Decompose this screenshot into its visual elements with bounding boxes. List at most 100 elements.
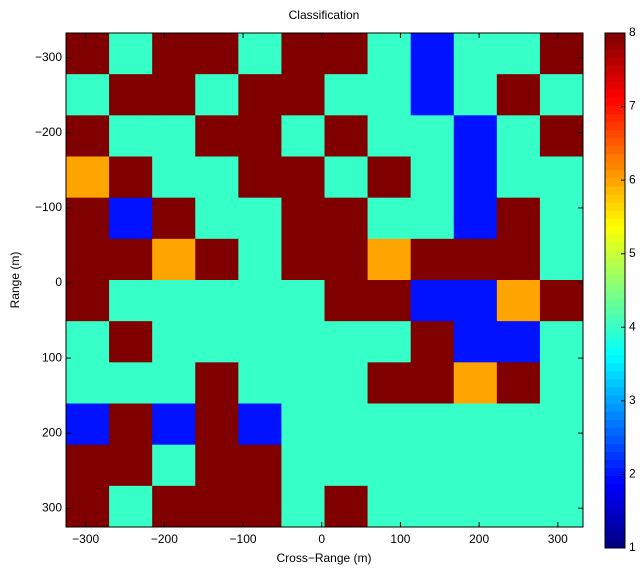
colorbar-segment (605, 475, 625, 485)
colorbar-segment (605, 129, 625, 139)
colorbar-segment (605, 507, 625, 517)
heatmap-cell (238, 33, 282, 75)
heatmap-cell (152, 197, 196, 240)
colorbar-segment (605, 403, 625, 412)
heatmap-cell (324, 362, 369, 404)
heatmap-cell (410, 156, 455, 199)
colorbar-tick-label: 4 (629, 319, 636, 333)
colorbar-segment (605, 266, 625, 275)
x-tick-label: 300 (548, 532, 568, 546)
heatmap-cell (496, 33, 541, 75)
heatmap-cell (281, 197, 325, 240)
colorbar-segment (605, 539, 625, 549)
heatmap-cell (66, 197, 110, 240)
heatmap-cell (410, 444, 455, 487)
heatmap-cell (496, 321, 541, 363)
colorbar-segment (605, 81, 625, 90)
heatmap-cell (152, 280, 196, 322)
colorbar-segment (605, 258, 625, 267)
heatmap-cell (195, 115, 239, 157)
heatmap-cell (496, 238, 541, 281)
heatmap-cell (109, 362, 153, 404)
heatmap-cell (453, 280, 498, 322)
heatmap-cell (324, 156, 369, 199)
heatmap-cell (195, 74, 239, 116)
heatmap-cell (281, 485, 325, 528)
heatmap-cell (324, 74, 369, 116)
colorbar-tick-label: 8 (629, 25, 636, 39)
heatmap-cell (539, 33, 584, 75)
heatmap-cell (152, 485, 196, 528)
heatmap-cell (539, 321, 584, 363)
heatmap-cell (281, 238, 325, 281)
colorbar-segment (605, 523, 625, 533)
heatmap-cell (367, 156, 412, 199)
colorbar-segment (605, 451, 625, 460)
heatmap-cell (410, 74, 455, 116)
heatmap-cell (367, 115, 412, 157)
heatmap-cell (66, 33, 110, 75)
heatmap-cell (324, 33, 369, 75)
colorbar-segment (605, 491, 625, 501)
heatmap-cell (410, 115, 455, 157)
heatmap-cell (324, 485, 369, 528)
colorbar-segment (605, 153, 625, 163)
heatmap-cell (410, 485, 455, 528)
x-tick-label: −100 (230, 532, 257, 546)
heatmap-cell (109, 197, 153, 240)
colorbar-segment (605, 314, 625, 324)
colorbar-segment (605, 411, 625, 420)
heatmap-cell (109, 403, 153, 446)
colorbar-segment (605, 33, 625, 42)
heatmap-cell (539, 115, 584, 157)
heatmap-cell (324, 115, 369, 157)
heatmap-cell (109, 115, 153, 157)
heatmap-cell (66, 238, 110, 281)
colorbar-segment (605, 113, 625, 123)
colorbar-segment (605, 419, 625, 428)
heatmap-cell (152, 238, 196, 281)
heatmap-cell (109, 485, 153, 528)
colorbar-segment (605, 387, 625, 396)
y-tick-label: −300 (35, 50, 62, 64)
heatmap-cell (195, 403, 239, 446)
colorbar-segment (605, 330, 625, 340)
heatmap-cell (496, 444, 541, 487)
heatmap-cell (281, 156, 325, 199)
heatmap-cell (367, 403, 412, 446)
heatmap-cell (281, 321, 325, 363)
colorbar-segment (605, 218, 625, 227)
heatmap-cell (195, 197, 239, 240)
y-tick-label: 200 (42, 425, 62, 439)
colorbar-segment (605, 499, 625, 509)
colorbar-segment (605, 234, 625, 243)
heatmap-cell (238, 321, 282, 363)
colorbar-segment (605, 467, 625, 477)
heatmap-cell (66, 74, 110, 116)
colorbar-segment (605, 145, 625, 155)
x-tick-label: 200 (469, 532, 489, 546)
heatmap-cell (539, 156, 584, 199)
heatmap-cell (281, 280, 325, 322)
colorbar-segment (605, 57, 625, 66)
colorbar-segment (605, 274, 625, 283)
colorbar-segment (605, 201, 625, 211)
heatmap-cell (410, 280, 455, 322)
heatmap-cell (66, 362, 110, 404)
heatmap-cell (453, 403, 498, 446)
heatmap-cell (195, 444, 239, 487)
heatmap-cell (66, 156, 110, 199)
heatmap-cell (496, 362, 541, 404)
heatmap-cell (539, 362, 584, 404)
chart-title: Classification (289, 8, 360, 22)
heatmap-cell (238, 444, 282, 487)
heatmap-cell (281, 362, 325, 404)
colorbar-segment (605, 250, 625, 259)
heatmap-cell (238, 485, 282, 528)
heatmap-cell (453, 485, 498, 528)
heatmap-cell (238, 197, 282, 240)
colorbar-segment (605, 282, 625, 291)
heatmap-cell (66, 321, 110, 363)
colorbar-segment (605, 443, 625, 452)
heatmap-cell (453, 238, 498, 281)
